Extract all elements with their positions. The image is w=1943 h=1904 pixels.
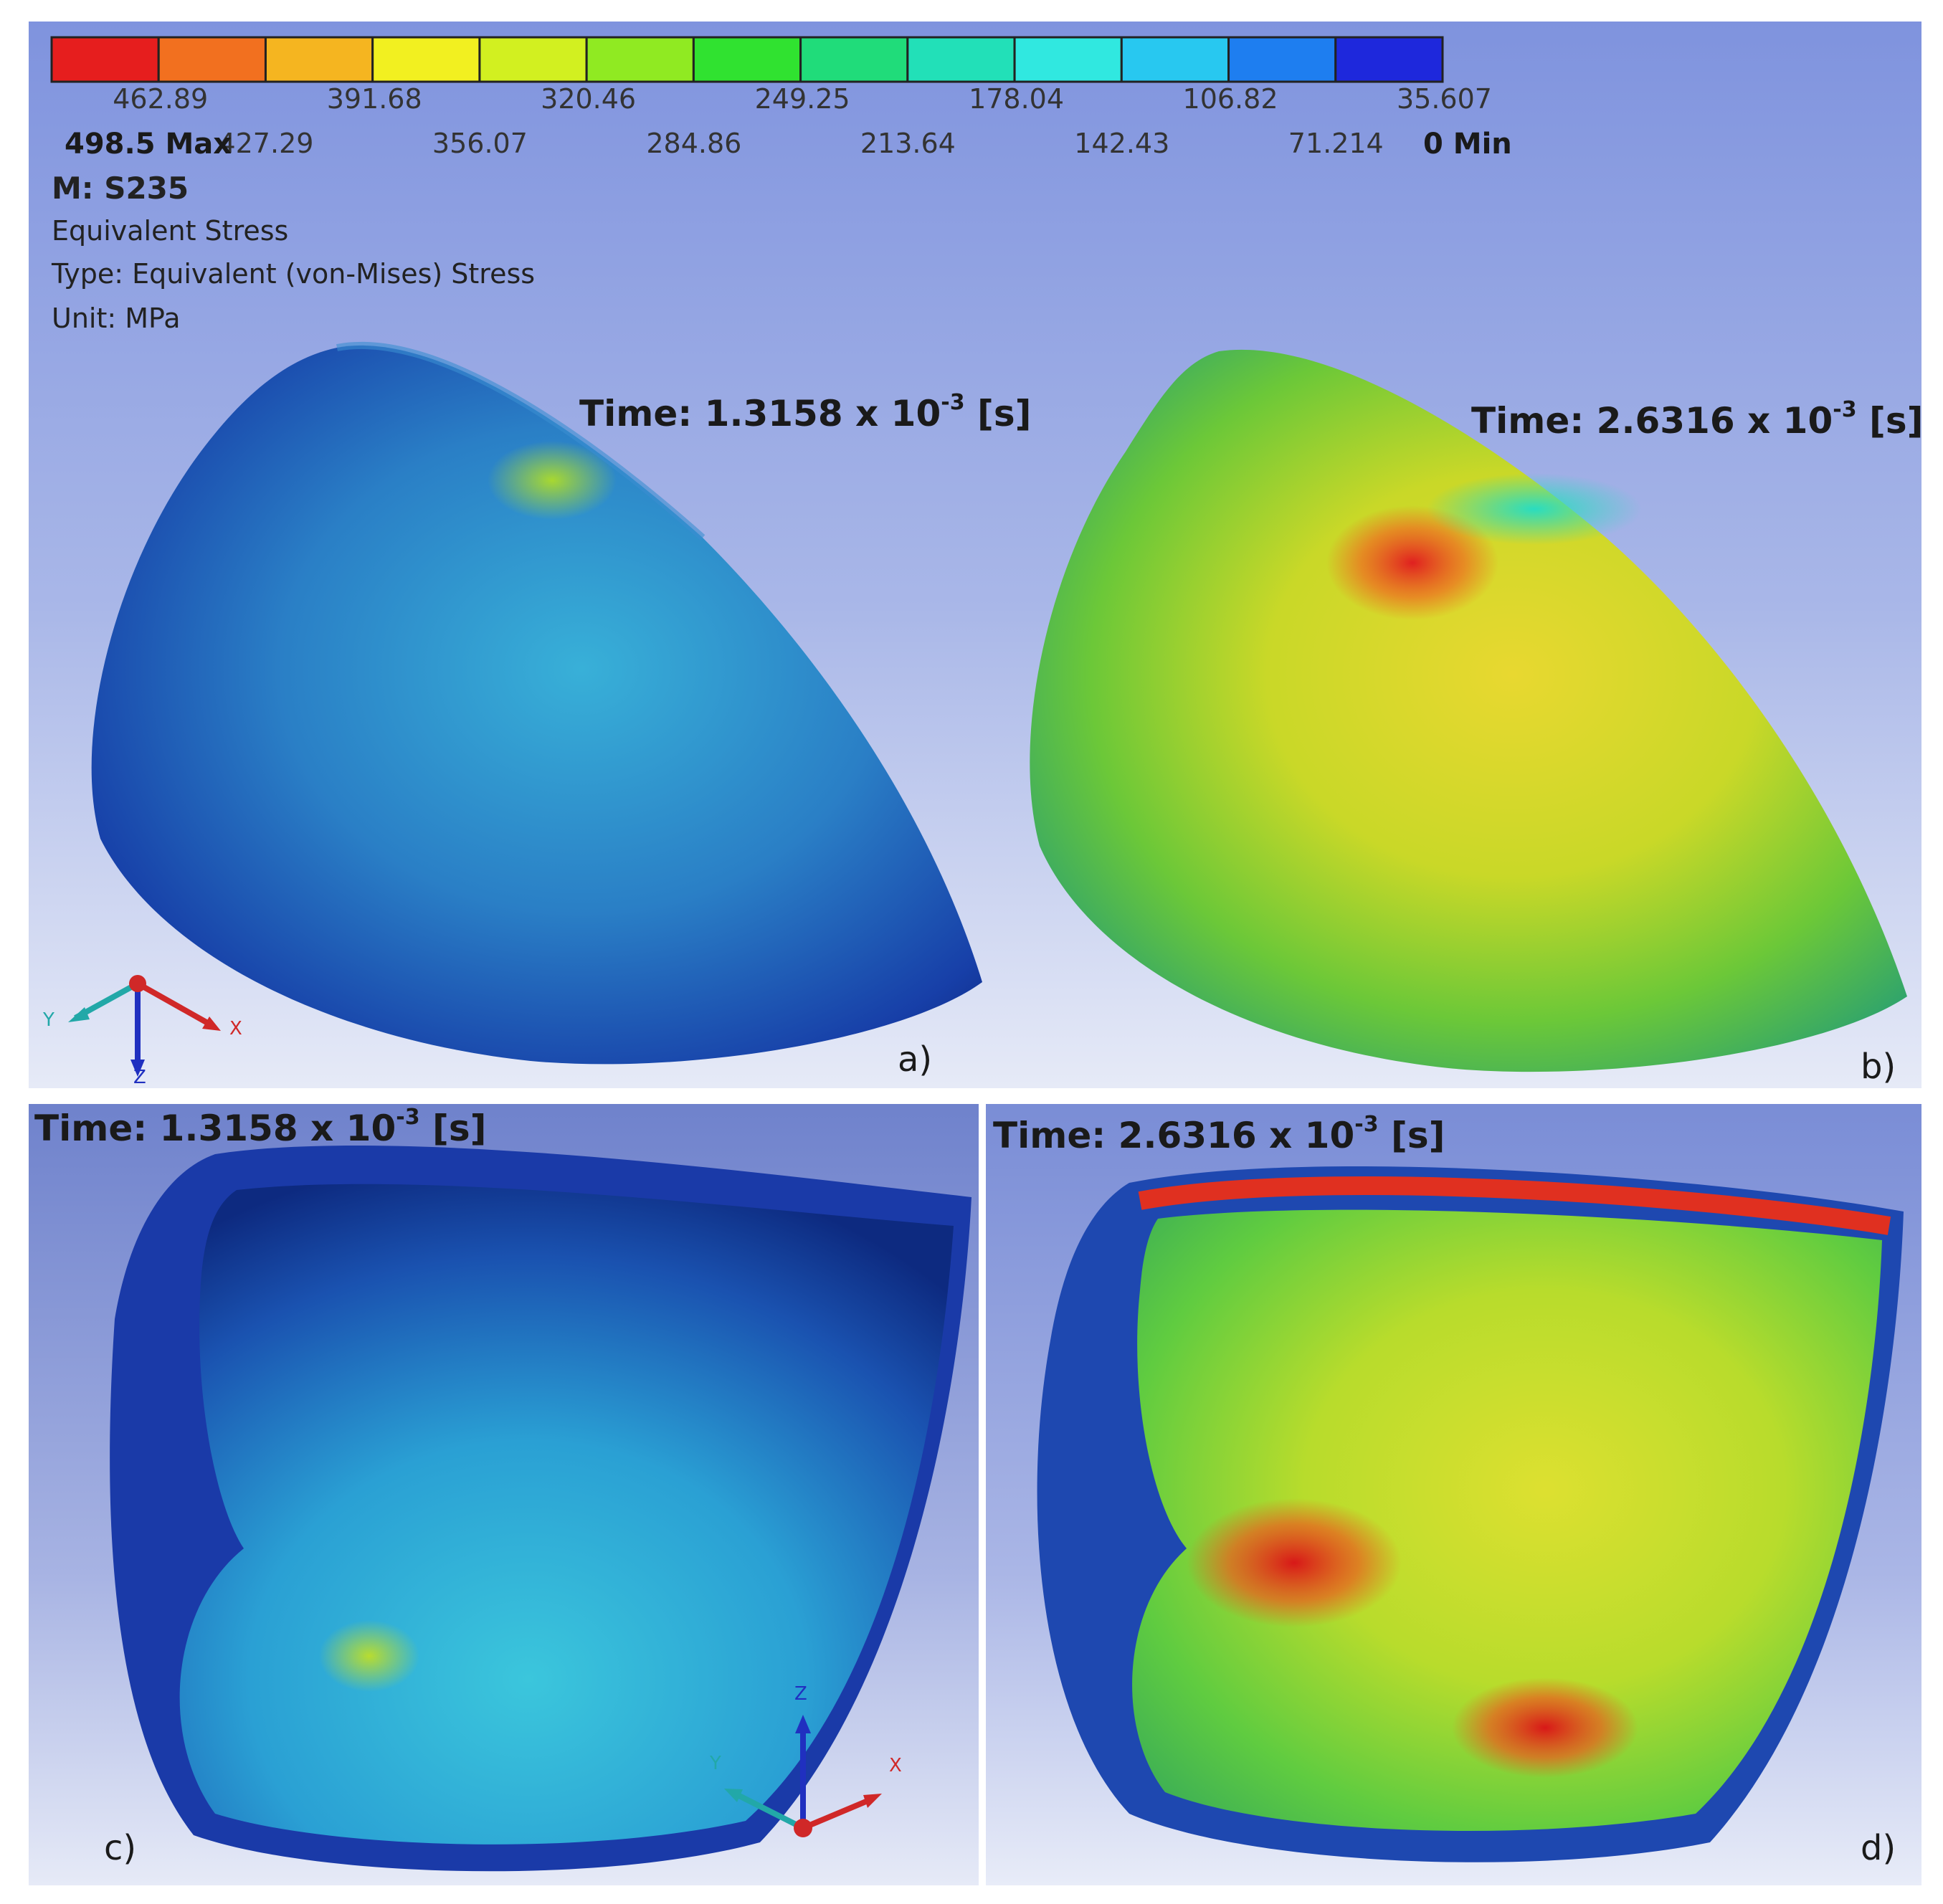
- panel-letter-b: b): [1861, 1047, 1896, 1087]
- legend-swatch: [1013, 36, 1123, 83]
- legend-upper-value: 249.25: [754, 83, 850, 115]
- shell-d-hotspot-bottom: [1452, 1677, 1638, 1778]
- legend-upper-value: 106.82: [1182, 83, 1278, 115]
- panel-letter-d: d): [1861, 1828, 1896, 1868]
- panel-d-graphics: [986, 1104, 1921, 1885]
- panel-letter-c: c): [104, 1828, 137, 1868]
- result-unit: Unit: MPa: [52, 303, 181, 334]
- legend-swatch: [50, 36, 160, 83]
- panel-top-graphics: [29, 22, 1921, 1088]
- time-label-a: Time: 1.3158 x 10-3 [s]: [579, 390, 1032, 434]
- shell-d-rim: [1138, 1176, 1891, 1235]
- shell-a-hotspot: [488, 441, 617, 520]
- legend-swatch: [157, 36, 267, 83]
- time-label-d: Time: 2.6316 x 10-3 [s]: [993, 1112, 1445, 1156]
- result-type: Type: Equivalent (von-Mises) Stress: [52, 258, 536, 290]
- axis-label-y-a: Y: [43, 1009, 54, 1031]
- shell-c-hotspot: [319, 1620, 419, 1692]
- legend-swatch: [478, 36, 588, 83]
- legend-lower-value: 142.43: [1074, 128, 1170, 159]
- legend-upper-value: 35.607: [1397, 83, 1492, 115]
- legend-color-bar: [50, 36, 1444, 83]
- legend-upper-value: 320.46: [541, 83, 637, 115]
- axis-triad-c: [724, 1715, 882, 1837]
- panel-d: Time: 2.6316 x 10-3 [s] d): [986, 1104, 1921, 1885]
- shell-b-hotspot: [1326, 505, 1498, 620]
- material-label: M: S235: [52, 171, 189, 206]
- legend-min-label: 0 Min: [1423, 128, 1512, 161]
- legend-swatch: [799, 36, 909, 83]
- legend-swatch: [1227, 36, 1337, 83]
- legend-lower-value: 71.214: [1288, 128, 1384, 159]
- legend-lower-value: 427.29: [218, 128, 314, 159]
- axis-label-z-a: Z: [133, 1067, 146, 1088]
- time-label-c: Time: 1.3158 x 10-3 [s]: [34, 1105, 487, 1149]
- time-label-b: Time: 2.6316 x 10-3 [s]: [1471, 397, 1921, 442]
- shell-a-rim: [336, 341, 706, 541]
- shell-b-coolspot: [1427, 473, 1642, 545]
- panel-letter-a: a): [898, 1039, 933, 1080]
- legend-upper-value: 462.89: [113, 83, 209, 115]
- shell-d-hotspot-left: [1187, 1498, 1402, 1627]
- legend-lower-value: 213.64: [860, 128, 956, 159]
- legend-swatch: [906, 36, 1016, 83]
- axis-label-x-c: X: [889, 1755, 902, 1776]
- result-name: Equivalent Stress: [52, 215, 289, 247]
- legend-swatch: [371, 36, 481, 83]
- panel-top: 462.89 391.68 320.46 249.25 178.04 106.82 35.6…: [29, 22, 1921, 1088]
- shell-b: [1030, 349, 1907, 1072]
- axis-label-z-c: Z: [794, 1683, 807, 1705]
- panel-c: Time: 1.3158 x 10-3 [s] Z Y X c): [29, 1104, 979, 1885]
- legend-max-label: 498.5 Max: [65, 128, 232, 161]
- shell-d-inner: [1132, 1209, 1882, 1831]
- axis-label-y-c: Y: [710, 1753, 721, 1774]
- legend-swatch: [264, 36, 374, 83]
- legend-swatch: [1334, 36, 1444, 83]
- legend-swatch: [1120, 36, 1230, 83]
- axis-label-x-a: X: [229, 1018, 242, 1039]
- shell-a: [91, 345, 983, 1065]
- legend-swatch: [692, 36, 802, 83]
- legend-upper-value: 391.68: [326, 83, 422, 115]
- axis-triad-a: [68, 975, 221, 1077]
- legend-upper-value: 178.04: [969, 83, 1065, 115]
- panel-c-graphics: [29, 1104, 979, 1885]
- legend-lower-value: 356.07: [432, 128, 528, 159]
- legend-swatch: [585, 36, 695, 83]
- legend-lower-value: 284.86: [646, 128, 742, 159]
